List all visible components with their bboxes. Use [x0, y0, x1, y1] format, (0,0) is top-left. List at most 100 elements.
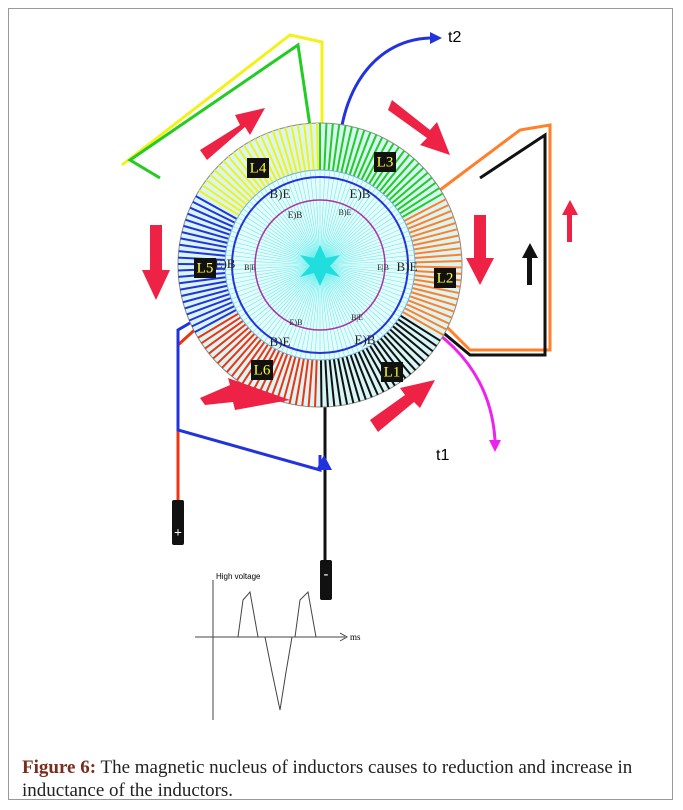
winding [187, 212, 232, 232]
caption-label: Figure 6: [22, 757, 97, 778]
winding [218, 164, 254, 200]
core-line [319, 173, 345, 266]
graph-y-label: High voltage [216, 572, 261, 581]
direction-arrows [142, 100, 578, 432]
core-line [319, 172, 341, 266]
core-line [319, 174, 350, 266]
ring-label: B)E [397, 259, 418, 274]
winding [388, 167, 425, 201]
winding [391, 171, 429, 204]
winding [180, 237, 227, 249]
winding [389, 328, 426, 362]
core-line [240, 213, 321, 266]
core-line [319, 213, 400, 266]
core-line [225, 259, 321, 266]
core-line [319, 182, 368, 266]
plug [172, 500, 184, 545]
winding [209, 174, 248, 206]
winding [183, 224, 229, 240]
winding [208, 323, 247, 355]
core-line [319, 201, 391, 266]
diagram: L1 L2 L3 L4 L5 L6 B)E E)B E)B B)E E)B B|E E|B B)E E)B B… [121, 29, 578, 720]
terminal: t1 [436, 447, 449, 464]
core-line [295, 264, 321, 357]
core-line [228, 264, 321, 290]
ring-label: E)B [355, 332, 376, 347]
core-line [299, 172, 321, 266]
core-line [225, 264, 321, 271]
winding [397, 318, 438, 347]
winding [407, 209, 452, 230]
winding [409, 295, 455, 313]
core-line [225, 264, 321, 276]
core-line [268, 185, 321, 266]
winding [404, 307, 447, 331]
winding [270, 353, 289, 399]
coil-label-box [251, 360, 273, 380]
winding [410, 222, 456, 238]
winding [231, 338, 262, 377]
winding [414, 265, 462, 269]
core-line [319, 240, 412, 266]
core-line [290, 264, 321, 356]
core-line [319, 185, 372, 266]
core-line [319, 264, 391, 329]
winding [264, 352, 285, 397]
core-line [319, 264, 414, 281]
core-line [263, 187, 321, 266]
core-line [276, 180, 321, 266]
coil-label-box [374, 152, 396, 172]
core-line [272, 264, 321, 348]
winding [189, 206, 234, 228]
core-line [319, 264, 388, 333]
core-line [319, 264, 345, 357]
core-line [319, 264, 372, 345]
winding [382, 158, 416, 195]
core-line [319, 259, 415, 266]
winding [385, 162, 420, 198]
winding [336, 125, 347, 172]
core-line [319, 264, 377, 343]
graph-x-label: ms [350, 632, 361, 642]
winding [191, 305, 235, 328]
core-line [304, 171, 321, 266]
core-line [231, 264, 321, 300]
wire [439, 132, 547, 357]
ring-label: E)B [290, 318, 303, 327]
winding [204, 320, 244, 350]
core-line [268, 264, 321, 345]
figure-frame [8, 8, 673, 800]
winding [186, 297, 232, 316]
coil-label: L2 [437, 270, 454, 286]
winding [414, 247, 462, 255]
core-line [245, 264, 321, 326]
winding [341, 357, 355, 404]
winding [332, 358, 342, 406]
coil-label: L3 [377, 154, 394, 170]
winding [181, 284, 228, 297]
winding [396, 181, 437, 211]
winding [352, 131, 372, 177]
winding [185, 218, 231, 236]
winding [399, 314, 441, 342]
core-line [319, 264, 411, 295]
core-line [319, 264, 384, 336]
winding [265, 132, 286, 178]
winding [394, 176, 433, 208]
core-line [319, 264, 359, 352]
winding [288, 357, 301, 404]
wire [121, 33, 324, 170]
winding [259, 135, 282, 180]
arrow-head [316, 455, 332, 470]
coil-label-box [194, 258, 216, 278]
winding [296, 124, 307, 172]
ring-label: E)B [288, 210, 303, 220]
winding [345, 355, 361, 402]
core-line [319, 194, 384, 266]
winding [222, 160, 257, 196]
core-line [227, 244, 321, 266]
winding [200, 316, 242, 345]
core-line [259, 264, 321, 340]
core-line [299, 264, 321, 358]
coil-label-box [247, 158, 269, 178]
